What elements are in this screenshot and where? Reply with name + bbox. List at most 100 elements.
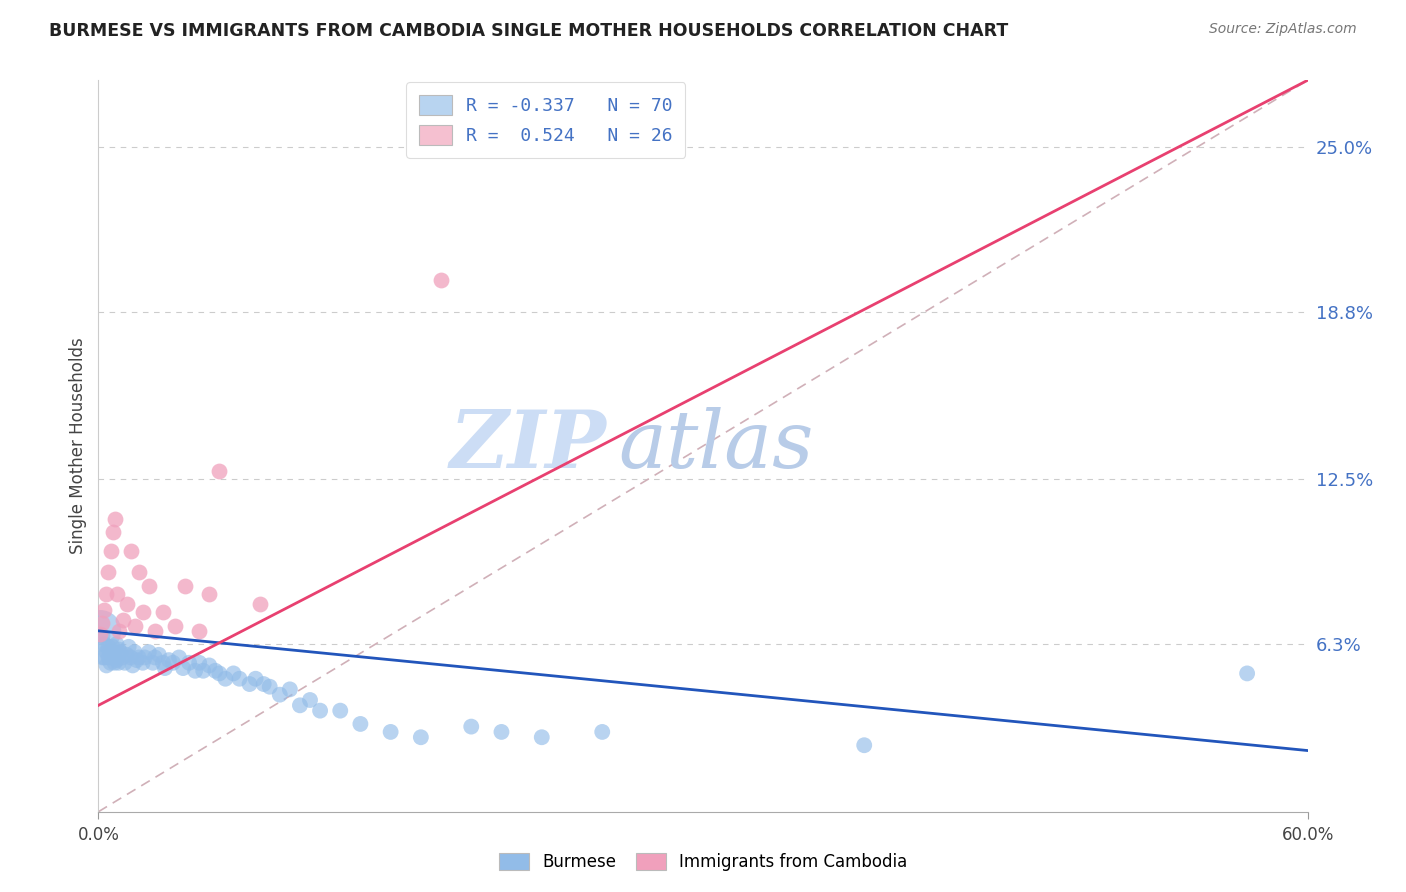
Point	[96, 658, 118, 673]
Point	[153, 661, 176, 675]
Point	[93, 602, 115, 616]
Point	[329, 704, 352, 718]
Point	[107, 642, 129, 657]
Text: BURMESE VS IMMIGRANTS FROM CAMBODIA SINGLE MOTHER HOUSEHOLDS CORRELATION CHART: BURMESE VS IMMIGRANTS FROM CAMBODIA SING…	[49, 22, 1008, 40]
Point	[107, 624, 129, 638]
Text: ZIP: ZIP	[450, 408, 606, 484]
Point	[91, 629, 114, 643]
Point	[142, 656, 165, 670]
Point	[349, 717, 371, 731]
Point	[120, 650, 142, 665]
Point	[152, 605, 174, 619]
Point	[97, 566, 120, 580]
Point	[128, 566, 150, 580]
Y-axis label: Single Mother Households: Single Mother Households	[69, 338, 87, 554]
Point	[107, 656, 129, 670]
Point	[460, 720, 482, 734]
Point	[115, 597, 138, 611]
Point	[174, 579, 197, 593]
Point	[138, 579, 160, 593]
Point	[269, 688, 291, 702]
Legend: R = -0.337   N = 70, R =  0.524   N = 26: R = -0.337 N = 70, R = 0.524 N = 26	[406, 82, 685, 158]
Legend: Burmese, Immigrants from Cambodia: Burmese, Immigrants from Cambodia	[491, 845, 915, 880]
Point	[124, 618, 146, 632]
Point	[162, 656, 184, 670]
Point	[172, 661, 194, 675]
Point	[100, 656, 122, 670]
Point	[409, 731, 432, 745]
Point	[157, 653, 180, 667]
Point	[125, 653, 148, 667]
Point	[89, 624, 111, 638]
Point	[214, 672, 236, 686]
Point	[188, 624, 211, 638]
Point	[259, 680, 281, 694]
Point	[222, 666, 245, 681]
Point	[101, 640, 124, 654]
Point	[245, 672, 267, 686]
Point	[120, 544, 142, 558]
Point	[103, 512, 125, 526]
Point	[138, 645, 160, 659]
Point	[239, 677, 262, 691]
Point	[253, 677, 276, 691]
Point	[198, 586, 221, 600]
Point	[111, 650, 134, 665]
Point	[105, 637, 128, 651]
Point	[179, 656, 201, 670]
Point	[91, 650, 114, 665]
Point	[103, 645, 125, 659]
Point	[93, 637, 115, 651]
Point	[299, 693, 322, 707]
Point	[853, 738, 876, 752]
Point	[128, 650, 150, 665]
Point	[115, 648, 138, 662]
Point	[97, 640, 120, 654]
Point	[100, 544, 122, 558]
Point	[110, 645, 132, 659]
Point	[380, 725, 402, 739]
Point	[91, 615, 114, 630]
Point	[132, 656, 155, 670]
Point	[208, 666, 231, 681]
Point	[100, 645, 122, 659]
Point	[591, 725, 613, 739]
Point	[124, 645, 146, 659]
Point	[114, 656, 136, 670]
Point	[530, 731, 553, 745]
Point	[121, 658, 143, 673]
Point	[288, 698, 311, 713]
Point	[278, 682, 301, 697]
Point	[101, 525, 124, 540]
Point	[208, 464, 231, 478]
Point	[163, 618, 186, 632]
Point	[96, 645, 118, 659]
Point	[491, 725, 513, 739]
Point	[249, 597, 271, 611]
Point	[93, 650, 115, 665]
Point	[309, 704, 332, 718]
Point	[143, 650, 166, 665]
Point	[111, 613, 134, 627]
Text: Source: ZipAtlas.com: Source: ZipAtlas.com	[1209, 22, 1357, 37]
Point	[152, 656, 174, 670]
Point	[198, 658, 221, 673]
Point	[96, 586, 118, 600]
Point	[97, 650, 120, 665]
Point	[105, 653, 128, 667]
Point	[1236, 666, 1258, 681]
Point	[204, 664, 226, 678]
Point	[103, 656, 125, 670]
Text: atlas: atlas	[619, 408, 814, 484]
Point	[148, 648, 170, 662]
Point	[228, 672, 250, 686]
Point	[430, 273, 453, 287]
Point	[167, 650, 190, 665]
Point	[184, 664, 207, 678]
Point	[134, 650, 156, 665]
Point	[118, 640, 141, 654]
Point	[193, 664, 215, 678]
Point	[101, 650, 124, 665]
Point	[143, 624, 166, 638]
Point	[105, 586, 128, 600]
